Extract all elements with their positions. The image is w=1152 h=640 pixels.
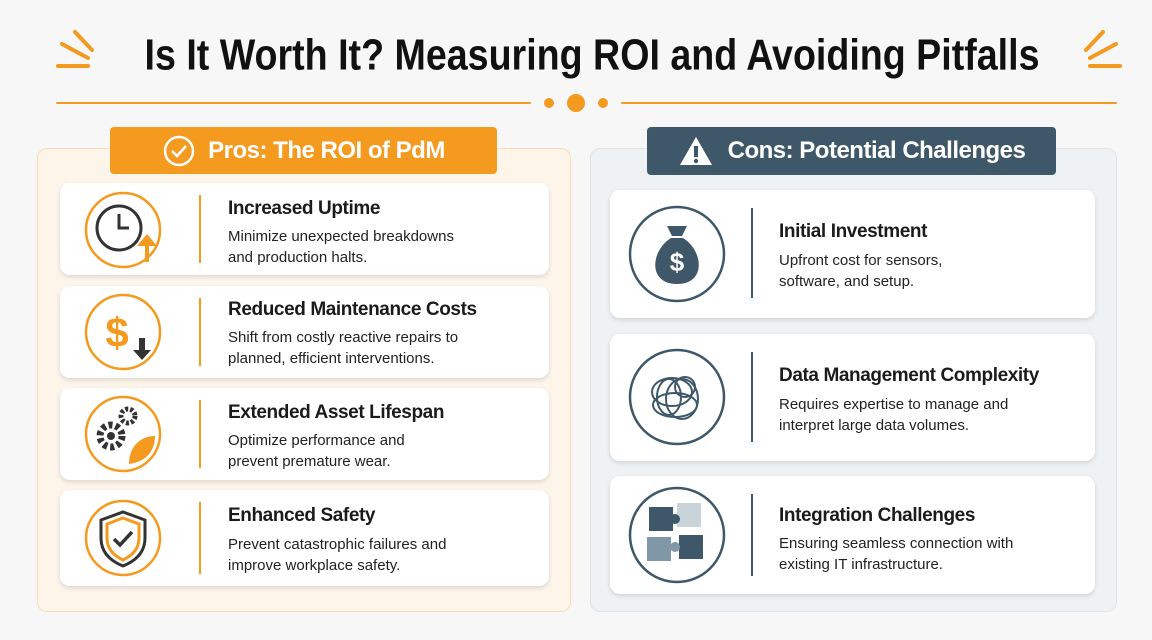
con-card: Data Management Complexity Requires expe…: [610, 334, 1095, 461]
card-title: Integration Challenges: [779, 505, 976, 526]
check-icon: [163, 135, 195, 166]
card-title: Data Management Complexity: [779, 365, 1039, 386]
card-text: Prevent catastrophic failures and improv…: [228, 536, 447, 574]
data-icon: [628, 348, 726, 446]
investment-icon: $: [628, 205, 726, 303]
card-title: Increased Uptime: [228, 198, 380, 219]
integration-icon: [628, 486, 726, 584]
divider: [199, 298, 201, 366]
pro-card: $ Reduced Maintenance Costs Shift from c…: [60, 286, 549, 378]
pros-header: Pros: The ROI of PdM: [110, 127, 497, 174]
pro-card: Enhanced Safety Prevent catastrophic fai…: [60, 490, 549, 586]
uptime-icon: [84, 191, 162, 269]
safety-icon: [84, 499, 162, 577]
card-text: Optimize performance and prevent prematu…: [228, 432, 405, 470]
warning-icon: [679, 137, 712, 165]
dot: [598, 98, 608, 108]
cost-icon: $: [84, 293, 162, 371]
con-card: Integration Challenges Ensuring seamless…: [610, 476, 1095, 594]
pros-heading: Pros: The ROI of PdM: [208, 136, 445, 164]
title-area: Is It Worth It? Measuring ROI and Avoidi…: [56, 30, 1122, 112]
divider: [751, 494, 753, 576]
divider: [199, 502, 201, 574]
con-card: $ Initial Investment Upfront cost for se…: [610, 190, 1095, 318]
dot: [544, 98, 554, 108]
decoration: [56, 30, 1122, 104]
pro-card: Extended Asset Lifespan Optimize perform…: [60, 388, 549, 480]
card-title: Enhanced Safety: [228, 505, 376, 526]
card-text: Requires expertise to manage and interpr…: [779, 396, 1009, 434]
pro-card: Increased Uptime Minimize unexpected bre…: [60, 183, 549, 275]
card-text: Minimize unexpected breakdowns and produ…: [228, 228, 454, 266]
card-title: Initial Investment: [779, 221, 928, 242]
cons-heading: Cons: Potential Challenges: [727, 137, 1026, 164]
svg-text:$: $: [105, 309, 128, 356]
lifespan-icon: [84, 395, 162, 473]
divider: [751, 208, 753, 298]
svg-text:$: $: [670, 247, 685, 277]
card-text: Upfront cost for sensors, software, and …: [779, 252, 943, 290]
page-title: Is It Worth It? Measuring ROI and Avoidi…: [145, 31, 1040, 80]
card-title: Extended Asset Lifespan: [228, 402, 445, 423]
divider: [751, 352, 753, 442]
card-text: Shift from costly reactive repairs to pl…: [228, 329, 459, 367]
card-title: Reduced Maintenance Costs: [228, 299, 477, 320]
dot: [567, 94, 585, 112]
divider: [199, 400, 201, 468]
divider: [199, 195, 201, 263]
card-text: Ensuring seamless connection with existi…: [779, 535, 1014, 573]
cons-header: Cons: Potential Challenges: [647, 127, 1056, 175]
